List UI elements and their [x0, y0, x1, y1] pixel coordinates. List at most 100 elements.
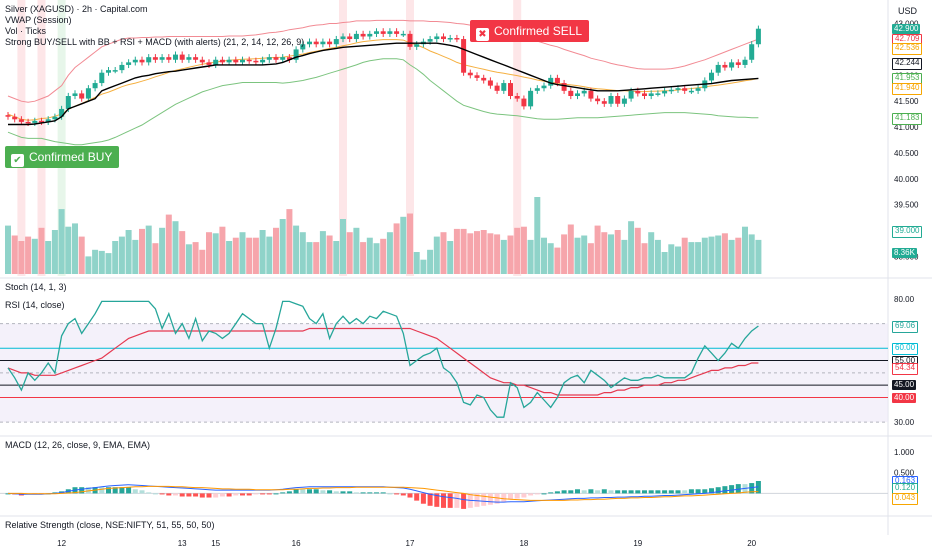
- price-scale-label: 42.244: [892, 57, 923, 70]
- volume-bar: [346, 232, 353, 274]
- volume-bar: [219, 226, 226, 274]
- candle-body: [749, 44, 755, 60]
- macd-histogram-bar: [340, 491, 346, 494]
- price-scale-label: 45.00: [892, 380, 917, 391]
- macd-histogram-bar: [635, 490, 641, 494]
- confirmed-buy-badge[interactable]: ✔ Confirmed BUY: [5, 146, 120, 168]
- macd-histogram-bar: [353, 492, 359, 494]
- volume-bar: [373, 243, 380, 274]
- macd-histogram-bar: [588, 489, 594, 494]
- volume-bar: [487, 233, 494, 274]
- macd-histogram-bar: [260, 493, 266, 495]
- relative-strength-legend[interactable]: Relative Strength (close, NSE:NIFTY, 51,…: [5, 520, 215, 530]
- macd-histogram-bar: [367, 492, 373, 494]
- symbol-title[interactable]: Silver (XAGUSD) · 2h · Capital.com: [5, 4, 148, 14]
- candle-body: [99, 72, 105, 84]
- macd-histogram-bar: [441, 493, 446, 508]
- macd-histogram-bar: [139, 490, 145, 494]
- macd-legend[interactable]: MACD (12, 26, close, 9, EMA, EMA): [5, 440, 151, 450]
- candle-body: [367, 33, 373, 37]
- candle-body: [601, 101, 607, 104]
- macd-histogram-bar: [722, 486, 728, 494]
- volume-bar: [427, 249, 434, 274]
- volume-bar: [541, 237, 547, 274]
- signal-highlight: [339, 0, 347, 276]
- volume-bar: [507, 235, 514, 274]
- macd-histogram-bar: [79, 487, 85, 494]
- macd-histogram-bar: [313, 489, 319, 494]
- macd-histogram-bar: [648, 490, 654, 494]
- macd-histogram-bar: [293, 489, 299, 494]
- macd-histogram-bar: [528, 493, 534, 496]
- volume-bar: [333, 241, 340, 274]
- price-scale-label: 41.183: [892, 112, 923, 125]
- macd-histogram-bar: [695, 489, 701, 494]
- macd-histogram-bar: [327, 490, 333, 494]
- candle-body: [434, 36, 440, 40]
- candle-body: [588, 90, 594, 99]
- candle-body: [32, 120, 38, 123]
- macd-histogram-bar: [461, 493, 467, 509]
- candle-body: [79, 93, 85, 99]
- macd-histogram-bar: [521, 493, 527, 498]
- volume-bar: [98, 250, 105, 274]
- volume-bar: [675, 246, 681, 274]
- candle-body: [755, 28, 761, 45]
- volume-bar: [453, 228, 460, 274]
- volume-bar: [386, 232, 393, 274]
- macd-histogram-bar: [152, 493, 158, 495]
- volume-bar: [340, 219, 346, 274]
- macd-histogram-bar: [595, 490, 601, 494]
- volume-bar: [118, 236, 125, 274]
- volume-bar: [212, 233, 219, 274]
- macd-histogram-bar: [608, 490, 614, 494]
- candle-body: [72, 93, 78, 96]
- volume-bar: [467, 233, 474, 274]
- volume-legend[interactable]: Vol · Ticks: [5, 26, 47, 36]
- volume-bar: [574, 237, 581, 274]
- candle-body: [394, 31, 400, 34]
- volume-bar: [286, 209, 293, 274]
- macd-histogram-bar: [568, 490, 574, 494]
- candle-body: [568, 90, 574, 96]
- confirmed-sell-badge[interactable]: ✖ Confirmed SELL: [470, 20, 590, 42]
- volume-bar: [58, 209, 65, 274]
- rsi-legend[interactable]: RSI (14, close): [5, 300, 65, 310]
- macd-histogram-bar: [709, 488, 714, 494]
- volume-bar: [152, 243, 159, 274]
- macd-histogram-bar: [662, 490, 668, 494]
- macd-histogram-bar: [253, 493, 259, 495]
- candle-body: [709, 72, 714, 81]
- candle-body: [92, 83, 98, 89]
- volume-bar: [199, 249, 206, 274]
- volume-bar: [400, 216, 407, 274]
- candle-body: [615, 96, 621, 104]
- candle-body: [374, 31, 379, 34]
- macd-histogram-bar: [749, 483, 755, 494]
- volume-bar: [715, 235, 722, 274]
- candle-body: [621, 98, 627, 104]
- rsi-line: [7, 300, 759, 418]
- volume-bar: [279, 219, 286, 274]
- candle-body: [360, 33, 366, 37]
- macd-histogram-bar: [628, 490, 634, 494]
- price-axis-tick: 40.000: [894, 175, 919, 184]
- macd-histogram-bar: [380, 492, 386, 494]
- vwap-legend[interactable]: VWAP (Session): [5, 15, 72, 25]
- macd-histogram-bar: [159, 493, 165, 495]
- macd-histogram-bar: [508, 493, 513, 500]
- macd-histogram-bar: [675, 490, 681, 494]
- macd-histogram-bar: [668, 490, 674, 494]
- candle-body: [427, 39, 433, 42]
- candle-body: [541, 85, 547, 89]
- macd-histogram-bar: [166, 493, 172, 496]
- macd-histogram-bar: [427, 493, 433, 506]
- volume-bar: [172, 221, 179, 274]
- volume-bar: [587, 243, 594, 274]
- stoch-legend[interactable]: Stoch (14, 1, 3): [5, 282, 67, 292]
- strategy-legend[interactable]: Strong BUY/SELL with BB + RSI + MACD (wi…: [5, 37, 305, 47]
- candle-body: [441, 36, 446, 40]
- volume-bar: [313, 242, 320, 274]
- volume-bar: [159, 227, 166, 274]
- volume-bar: [708, 236, 715, 274]
